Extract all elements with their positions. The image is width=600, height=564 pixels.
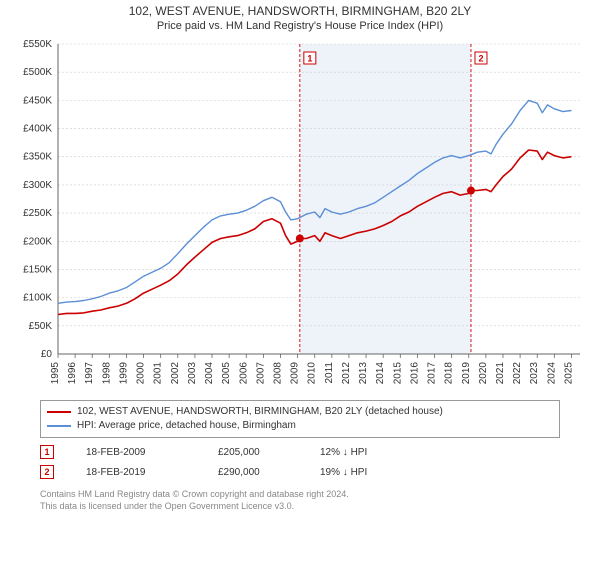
svg-text:1995: 1995	[50, 362, 61, 385]
footer-line-2: This data is licensed under the Open Gov…	[40, 500, 560, 512]
svg-text:2007: 2007	[255, 362, 266, 385]
svg-text:2: 2	[478, 54, 483, 64]
svg-text:£300K: £300K	[23, 180, 52, 191]
legend-swatch-hpi	[47, 425, 71, 427]
sale-diff: 19% ↓ HPI	[320, 467, 410, 478]
svg-text:2021: 2021	[495, 362, 506, 385]
svg-text:2002: 2002	[170, 362, 181, 385]
svg-text:2025: 2025	[563, 362, 574, 385]
sale-marker-icon: 1	[40, 445, 54, 459]
svg-text:£150K: £150K	[23, 264, 52, 275]
svg-text:£100K: £100K	[23, 293, 52, 304]
svg-text:2003: 2003	[187, 362, 198, 385]
svg-text:2023: 2023	[529, 362, 540, 385]
svg-text:1998: 1998	[101, 362, 112, 385]
svg-text:2016: 2016	[409, 362, 420, 385]
svg-text:2017: 2017	[427, 362, 438, 385]
svg-text:1996: 1996	[67, 362, 78, 385]
svg-text:£200K: £200K	[23, 236, 52, 247]
svg-text:2010: 2010	[307, 362, 318, 385]
sale-date: 18-FEB-2019	[86, 467, 186, 478]
svg-text:2013: 2013	[358, 362, 369, 385]
svg-text:2020: 2020	[478, 362, 489, 385]
svg-text:2024: 2024	[546, 362, 557, 385]
svg-text:£250K: £250K	[23, 208, 52, 219]
sales-row: 1 18-FEB-2009 £205,000 12% ↓ HPI	[40, 442, 560, 462]
line-chart: £0 £50K £100K £150K £200K £250K £300K £350K £400…	[10, 34, 590, 394]
svg-text:£450K: £450K	[23, 95, 52, 106]
sales-table: 1 18-FEB-2009 £205,000 12% ↓ HPI 2 18-FE…	[40, 442, 560, 482]
svg-text:2000: 2000	[136, 362, 147, 385]
svg-text:£50K: £50K	[29, 321, 53, 332]
svg-text:£550K: £550K	[23, 39, 52, 50]
svg-text:1997: 1997	[84, 362, 95, 385]
svg-text:£500K: £500K	[23, 67, 52, 78]
legend-label-property: 102, WEST AVENUE, HANDSWORTH, BIRMINGHAM…	[77, 405, 443, 419]
svg-text:1999: 1999	[118, 362, 129, 385]
sale-diff: 12% ↓ HPI	[320, 447, 410, 458]
sale-date: 18-FEB-2009	[86, 447, 186, 458]
chart-area: £0 £50K £100K £150K £200K £250K £300K £350K £400…	[10, 34, 590, 394]
svg-text:1: 1	[307, 54, 312, 64]
legend: 102, WEST AVENUE, HANDSWORTH, BIRMINGHAM…	[40, 400, 560, 438]
legend-row-property: 102, WEST AVENUE, HANDSWORTH, BIRMINGHAM…	[47, 405, 553, 419]
svg-text:2015: 2015	[392, 362, 403, 385]
svg-text:£0: £0	[41, 349, 53, 360]
svg-text:2008: 2008	[272, 362, 283, 385]
legend-label-hpi: HPI: Average price, detached house, Birm…	[77, 419, 296, 433]
svg-text:2005: 2005	[221, 362, 232, 385]
svg-text:2004: 2004	[204, 362, 215, 385]
svg-text:2018: 2018	[444, 362, 455, 385]
legend-swatch-property	[47, 411, 71, 413]
sales-row: 2 18-FEB-2019 £290,000 19% ↓ HPI	[40, 462, 560, 482]
svg-text:2022: 2022	[512, 362, 523, 385]
svg-text:2019: 2019	[461, 362, 472, 385]
chart-subtitle: Price paid vs. HM Land Registry's House …	[0, 20, 600, 32]
svg-text:2014: 2014	[375, 362, 386, 385]
footer: Contains HM Land Registry data © Crown c…	[40, 488, 560, 512]
svg-text:2001: 2001	[153, 362, 164, 385]
sale-price: £205,000	[218, 447, 288, 458]
footer-line-1: Contains HM Land Registry data © Crown c…	[40, 488, 560, 500]
svg-text:2012: 2012	[341, 362, 352, 385]
svg-text:2006: 2006	[238, 362, 249, 385]
sale-price: £290,000	[218, 467, 288, 478]
chart-title: 102, WEST AVENUE, HANDSWORTH, BIRMINGHAM…	[0, 4, 600, 18]
svg-text:2009: 2009	[290, 362, 301, 385]
svg-text:£350K: £350K	[23, 152, 52, 163]
sale-marker-icon: 2	[40, 465, 54, 479]
svg-text:2011: 2011	[324, 362, 335, 384]
legend-row-hpi: HPI: Average price, detached house, Birm…	[47, 419, 553, 433]
svg-text:£400K: £400K	[23, 124, 52, 135]
